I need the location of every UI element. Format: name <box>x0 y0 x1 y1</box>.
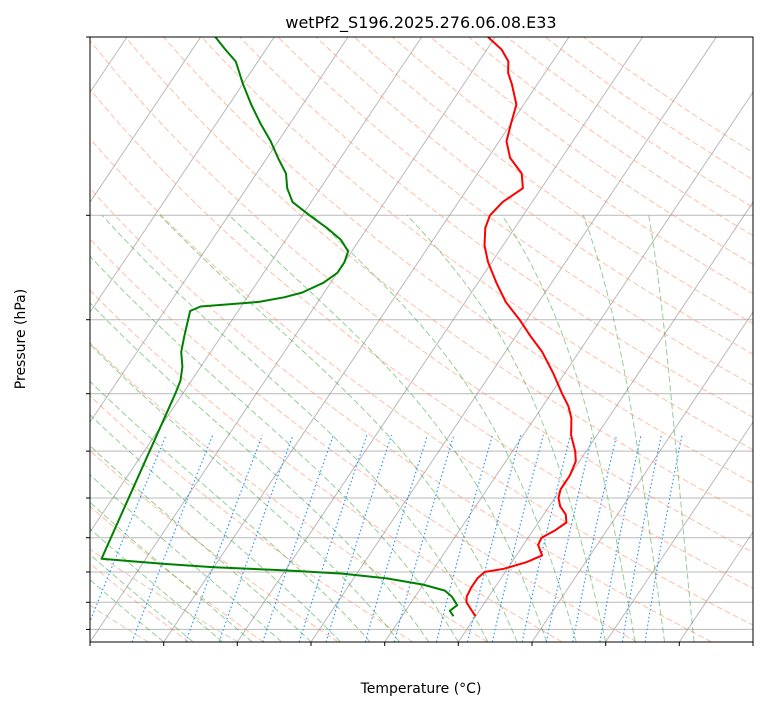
moist-adiabat <box>90 380 371 642</box>
dry-adiabat <box>90 187 712 642</box>
profiles <box>100 37 577 617</box>
dry-adiabat <box>90 395 414 642</box>
moist-adiabat <box>406 214 607 642</box>
isotherm-gridline <box>163 37 570 642</box>
x-axis-label: Temperature (°C) <box>360 681 482 697</box>
background-lines <box>90 37 753 642</box>
temperature-profile-line <box>465 37 577 617</box>
moist-adiabat <box>159 214 518 642</box>
moist-adiabat <box>90 343 400 642</box>
dry-adiabat <box>90 238 638 642</box>
moist-adiabat <box>648 215 695 642</box>
mixing-ratio-line <box>599 435 642 642</box>
moist-adiabat <box>501 215 636 642</box>
dry-adiabat <box>90 562 190 642</box>
moist-adiabat <box>101 214 489 642</box>
dry-adiabat <box>90 39 753 553</box>
mixing-ratio-line <box>521 435 572 642</box>
theta-e-curve <box>90 548 239 642</box>
isotherm-gridline <box>90 37 496 642</box>
mixing-ratio-line <box>218 435 294 642</box>
isotherm-gridline <box>90 37 423 533</box>
moist-adiabat <box>90 528 223 642</box>
isotherm-gridline <box>384 91 753 642</box>
moist-adiabat <box>90 445 312 642</box>
isotherm-gridline <box>90 37 349 424</box>
moist-adiabat <box>311 214 577 642</box>
isotherm-gridline <box>310 37 717 642</box>
chart-title: wetPf2_S196.2025.276.06.08.E33 <box>285 13 556 33</box>
moist-adiabat <box>228 214 548 642</box>
dry-adiabat <box>90 137 753 626</box>
dry-adiabat <box>163 37 753 484</box>
axes <box>86 36 754 646</box>
isotherm-gridline <box>90 37 275 314</box>
isotherm-gridline <box>605 421 753 642</box>
mixing-ratio-line <box>185 435 263 642</box>
moist-adiabat <box>90 553 194 642</box>
mixing-ratio-line <box>572 435 618 642</box>
y-axis-label: Pressure (hPa) <box>13 289 29 389</box>
mixing-ratio-line <box>621 435 662 642</box>
mixing-ratio-line <box>545 435 594 642</box>
isotherm-gridline <box>236 37 644 642</box>
moist-adiabat <box>90 474 282 642</box>
moist-adiabat <box>90 302 430 642</box>
mixing-ratio-line <box>435 435 494 642</box>
mixing-ratio-line <box>491 435 544 642</box>
mixing-ratio-line <box>644 435 683 642</box>
dry-adiabat <box>90 289 563 642</box>
dewpoint-profile-line <box>100 37 459 617</box>
mixing-ratio-line <box>131 435 214 642</box>
moist-adiabat <box>90 414 341 642</box>
dry-adiabat <box>201 37 753 451</box>
isotherm-gridline <box>678 531 753 642</box>
moist-adiabat <box>90 501 253 642</box>
dry-adiabat <box>277 37 753 386</box>
isotherm-gridline <box>90 37 202 204</box>
plot-frame <box>89 36 754 643</box>
moist-adiabat <box>90 579 165 642</box>
isotherm-gridline <box>457 201 753 642</box>
dry-adiabat <box>90 88 753 589</box>
moist-adiabat <box>90 255 459 642</box>
dry-adiabat <box>353 37 753 325</box>
mixing-ratio-line <box>393 435 455 642</box>
moist-adiabat <box>582 215 666 642</box>
isotherm-gridline <box>531 311 753 642</box>
